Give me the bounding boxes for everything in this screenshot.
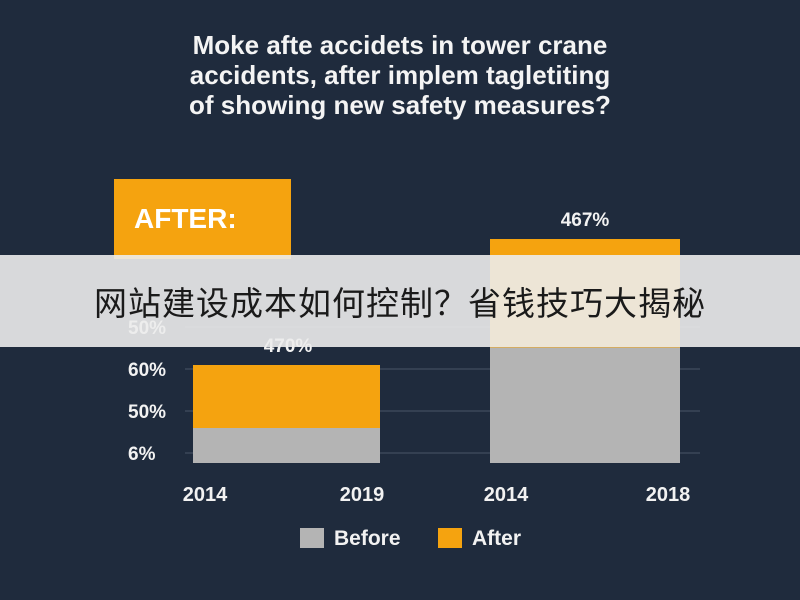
overlay-banner-text: 网站建设成本如何控制？省钱技巧大揭秘 (94, 284, 706, 323)
x-tick-label: 2018 (646, 484, 691, 506)
chart-title-line: accidents, after implem tagletiting (189, 60, 611, 90)
legend-label: After (472, 527, 521, 550)
bar-before-segment (490, 347, 680, 463)
legend-swatch (300, 528, 324, 548)
y-tick-label: 60% (128, 360, 166, 381)
y-tick-label: 50% (128, 402, 166, 423)
legend-label: Before (334, 527, 401, 550)
x-tick-label: 2019 (340, 484, 385, 506)
legend-swatch (438, 528, 462, 548)
chart-title-line: Moke afte accidets in tower crane (192, 30, 608, 60)
after-callout-label: AFTER: (134, 203, 237, 234)
bar-value-label: 467% (561, 210, 610, 231)
bar-after-segment (193, 365, 380, 428)
after-callout-box: AFTER: (114, 179, 291, 259)
overlay-banner: 网站建设成本如何控制？省钱技巧大揭秘 (0, 255, 800, 347)
x-tick-label: 2014 (484, 484, 529, 506)
chart-title: Moke afte accidets in tower crane accide… (0, 30, 800, 120)
x-tick-label: 2014 (183, 484, 228, 506)
bar-before-segment (193, 428, 380, 463)
y-tick-label: 6% (128, 444, 156, 465)
chart-title-line: of showing new safety measures? (189, 90, 611, 120)
